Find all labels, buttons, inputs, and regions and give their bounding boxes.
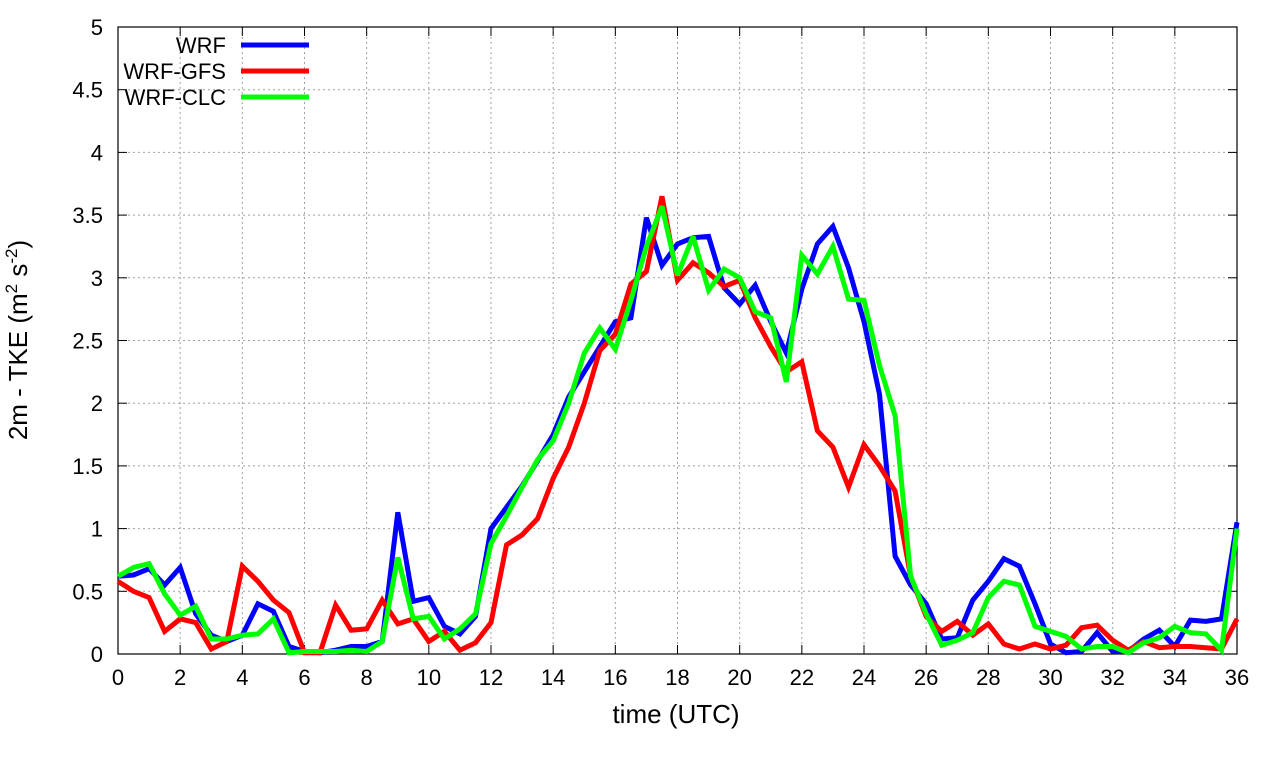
y-axis-title: 2m - TKE (m2 s-2)	[2, 240, 33, 440]
grid	[118, 27, 1237, 654]
x-tick-label: 32	[1100, 665, 1124, 690]
x-tick-label: 16	[603, 665, 627, 690]
legend-label: WRF-CLC	[125, 85, 227, 110]
y-tick-label: 0.5	[72, 579, 103, 604]
axes: 0 2 4 6 8 10 12 14 16 18 20 22 24 26 28 30 32 34 3600.511.…	[72, 15, 1249, 690]
x-tick-label: 18	[665, 665, 689, 690]
y-tick-label: 2	[91, 391, 103, 416]
x-tick-label: 0	[112, 665, 124, 690]
x-tick-label: 20	[727, 665, 751, 690]
series-line-wrf-clc	[116, 205, 1240, 656]
y-tick-label: 5	[91, 15, 103, 40]
x-tick-label: 10	[417, 665, 441, 690]
x-tick-label: 26	[914, 665, 938, 690]
x-tick-label: 6	[298, 665, 310, 690]
y-tick-label: 2.5	[72, 329, 103, 354]
x-tick-label: 8	[361, 665, 373, 690]
x-tick-label: 14	[541, 665, 565, 690]
x-tick-label: 34	[1163, 665, 1187, 690]
x-tick-label: 24	[852, 665, 876, 690]
y-tick-label: 3	[91, 266, 103, 291]
y-tick-label: 4	[91, 140, 103, 165]
y-tick-label: 0	[91, 642, 103, 667]
x-axis-title: time (UTC)	[612, 699, 739, 729]
y-tick-label: 3.5	[72, 203, 103, 228]
y-tick-label: 1.5	[72, 454, 103, 479]
x-tick-label: 36	[1225, 665, 1249, 690]
y-tick-label: 1	[91, 517, 103, 542]
y-tick-label: 4.5	[72, 78, 103, 103]
x-tick-label: 12	[479, 665, 503, 690]
legend-label: WRF-GFS	[123, 59, 226, 84]
x-tick-label: 4	[236, 665, 248, 690]
series-lines	[116, 195, 1240, 656]
x-tick-label: 22	[790, 665, 814, 690]
x-tick-label: 2	[174, 665, 186, 690]
x-tick-label: 28	[976, 665, 1000, 690]
legend-label: WRF	[176, 33, 226, 58]
x-tick-label: 30	[1038, 665, 1062, 690]
